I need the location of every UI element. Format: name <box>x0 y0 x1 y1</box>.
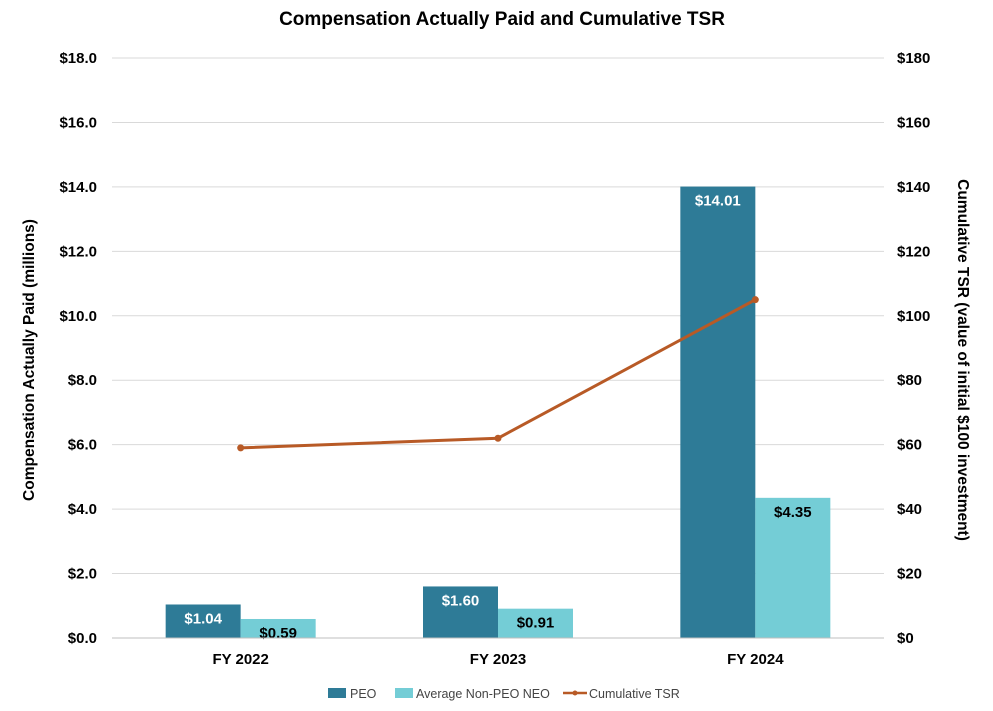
y2-tick-label: $20 <box>897 566 922 583</box>
y-tick-label: $4.0 <box>68 501 97 518</box>
tsr-point-0 <box>237 444 245 452</box>
legend-label-neo: Average Non-PEO NEO <box>416 687 550 701</box>
y2-tick-label: $0 <box>897 630 914 647</box>
y-tick-label: $18.0 <box>59 50 97 67</box>
tsr-point-1 <box>494 434 502 442</box>
y2-tick-label: $160 <box>897 114 930 131</box>
y-tick-label: $16.0 <box>59 114 97 131</box>
bar-value-label: $4.35 <box>774 504 812 521</box>
bar-value-label: $0.91 <box>517 615 555 632</box>
y2-tick-label: $60 <box>897 437 922 454</box>
y-tick-label: $12.0 <box>59 243 97 260</box>
y-tick-label: $2.0 <box>68 566 97 583</box>
y-axis-title: Compensation Actually Paid (millions) <box>21 219 38 501</box>
bar-peo-1 <box>423 586 498 638</box>
bar-value-label: $1.04 <box>184 610 222 627</box>
bar-value-label: $1.60 <box>442 592 480 609</box>
bar-value-label: $0.59 <box>259 625 297 642</box>
x-axis-ticks: FY 2022 FY 2023 FY 2024 <box>212 651 784 668</box>
legend-swatch-tsr-marker <box>572 690 578 696</box>
bar-average-non-peo-neo-0 <box>240 618 316 638</box>
legend-swatch-peo <box>328 688 346 698</box>
left-axis-ticks: $0.0 $2.0 $4.0 $6.0 $8.0 $10.0 $12.0 $14.0 $16.0… <box>59 50 97 647</box>
y2-tick-label: $140 <box>897 179 930 196</box>
legend-swatch-neo <box>395 688 413 698</box>
legend: PEO Average Non-PEO NEO Cumulative TSR <box>328 687 680 701</box>
legend-label-peo: PEO <box>350 687 377 701</box>
right-axis-ticks: $0 $20 $40 $60 $80 $100 $120 $140 $160 $180 <box>897 50 930 647</box>
bar-average-non-peo-neo-1 <box>498 608 573 638</box>
y2-axis-title: Cumulative TSR (value of initial $100 in… <box>954 179 971 541</box>
bars: $1.04 $0.59 $1.60 $0.91 $14.01 $4.35 <box>112 186 884 642</box>
tsr-line-layer <box>237 296 759 452</box>
chart-title: Compensation Actually Paid and Cumulativ… <box>279 9 725 30</box>
y-tick-label: $14.0 <box>59 179 97 196</box>
y2-tick-label: $180 <box>897 50 930 67</box>
tsr-line <box>240 298 757 450</box>
y-tick-label: $8.0 <box>68 372 97 389</box>
legend-label-tsr: Cumulative TSR <box>589 687 680 701</box>
bar-peo-2 <box>680 186 756 639</box>
bar-average-non-peo-neo-2 <box>755 497 831 638</box>
x-tick-label: FY 2023 <box>470 651 526 668</box>
y2-tick-label: $80 <box>897 372 922 389</box>
y2-tick-label: $40 <box>897 501 922 518</box>
x-tick-label: FY 2024 <box>727 651 784 668</box>
tsr-point-2 <box>751 296 759 304</box>
y-tick-label: $0.0 <box>68 630 97 647</box>
x-tick-label: FY 2022 <box>212 651 268 668</box>
y-tick-label: $6.0 <box>68 437 97 454</box>
y2-tick-label: $120 <box>897 243 930 260</box>
y2-tick-label: $100 <box>897 308 930 325</box>
y-tick-label: $10.0 <box>59 308 97 325</box>
bar-peo-0 <box>165 604 241 638</box>
bar-value-label: $14.01 <box>695 193 741 210</box>
